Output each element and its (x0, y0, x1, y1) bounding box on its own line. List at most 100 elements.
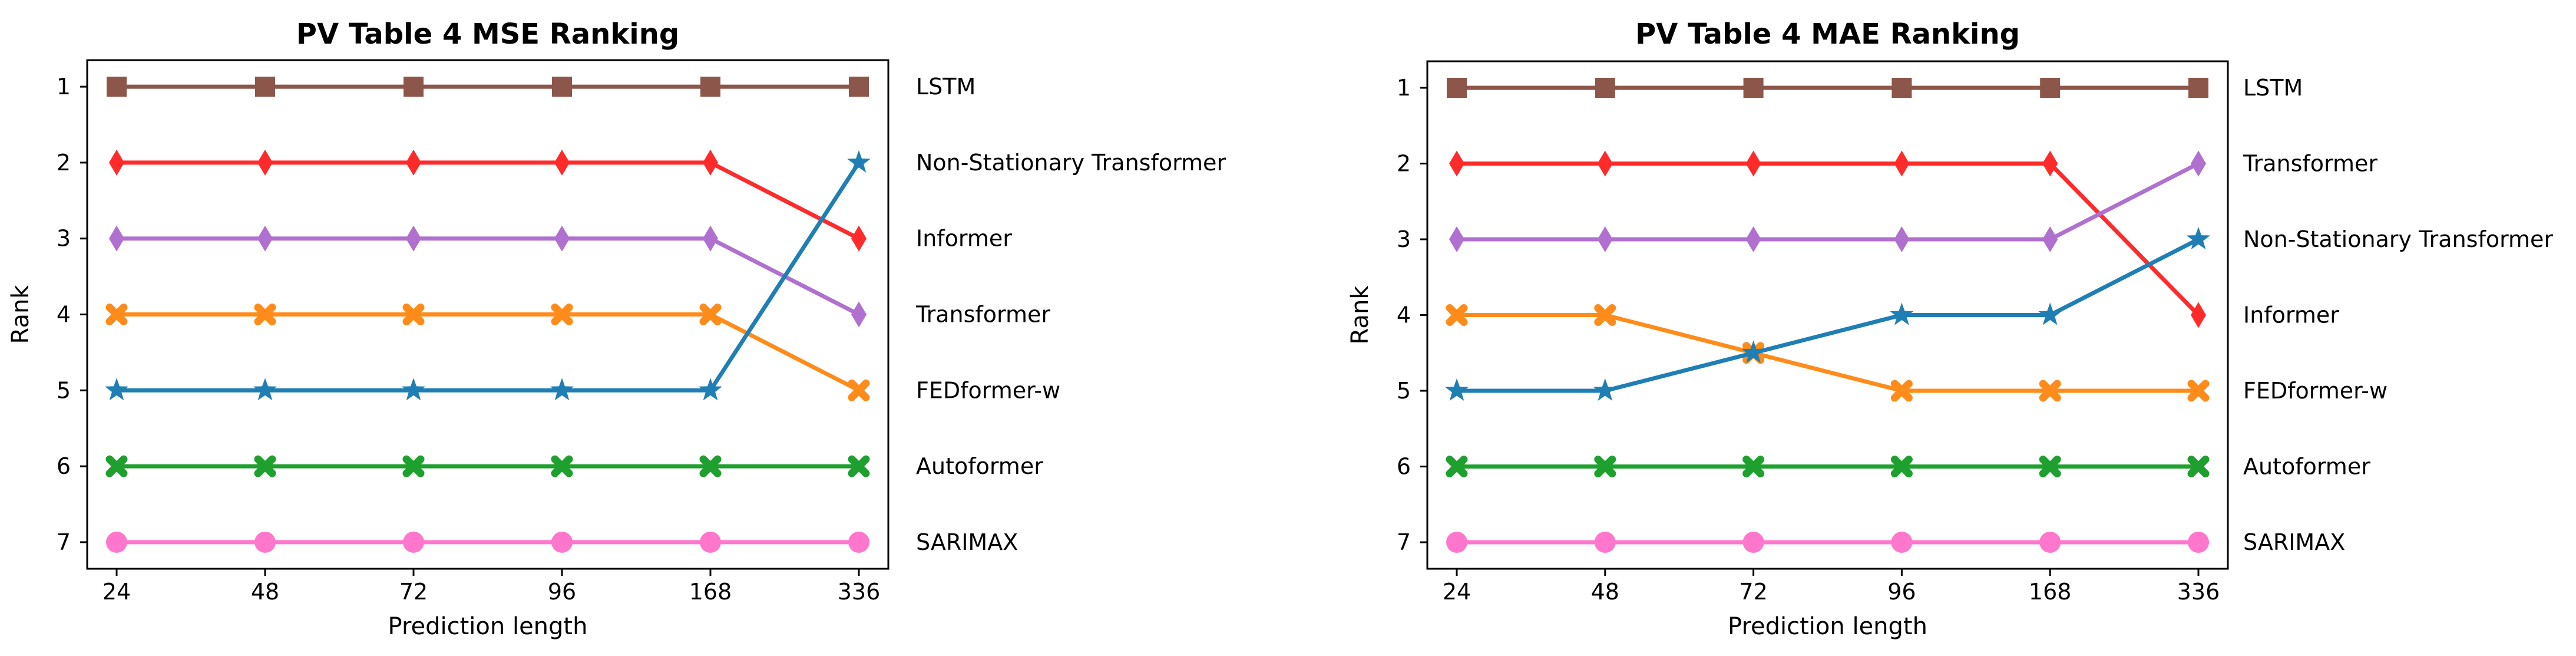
series-7 (1446, 532, 2209, 553)
data-point (404, 77, 424, 97)
data-point (406, 149, 421, 176)
rank-label: Informer (916, 226, 1012, 252)
data-point (105, 304, 128, 325)
data-point (1595, 77, 1615, 98)
data-point (1741, 340, 1765, 363)
chart-panel-1: PV Table 4 MSE Ranking 24 48 72 96 168 336 1 2 3 4… (7, 18, 1226, 640)
y-axis-label: Rank (1347, 285, 1374, 345)
data-point (551, 455, 573, 477)
x-tick-label: 96 (1887, 579, 1916, 605)
data-point (552, 77, 572, 97)
data-point (2039, 380, 2061, 402)
y-tick-label: 1 (57, 74, 71, 100)
data-point (2191, 150, 2206, 177)
data-point (1597, 150, 1613, 177)
chart-title: PV Table 4 MAE Ranking (1635, 18, 2020, 51)
x-tick-label: 336 (838, 579, 881, 605)
data-point (1594, 532, 1616, 553)
y-tick-label: 4 (57, 302, 71, 328)
data-point (2039, 532, 2061, 553)
data-point (700, 77, 720, 97)
data-point (105, 378, 128, 401)
data-point (1593, 378, 1617, 401)
data-point (2187, 227, 2210, 249)
y-axis-label: Rank (7, 285, 34, 344)
x-axis-label: Prediction length (1728, 613, 1927, 640)
series-line (117, 312, 860, 393)
x-tick-label: 24 (1443, 579, 1471, 605)
data-point (406, 225, 421, 252)
data-point (551, 531, 573, 553)
data-point (1894, 226, 1910, 252)
series-4 (1446, 304, 2210, 402)
rank-label: Non-Stationary Transformer (2243, 226, 2553, 252)
data-point (106, 531, 127, 553)
data-point (699, 304, 722, 325)
data-point (1594, 456, 1616, 478)
y-tick-label: 3 (1397, 226, 1411, 252)
y-tick-label: 5 (1397, 378, 1411, 404)
data-point (1745, 226, 1761, 252)
data-point (105, 455, 128, 477)
y-tick-label: 5 (57, 377, 71, 403)
rank-label: Autoformer (2243, 454, 2370, 480)
data-point (1745, 150, 1761, 177)
data-point (1447, 77, 1467, 98)
chart-panel-2: PV Table 4 MAE Ranking 24 48 72 96 168 336 1 2 3 4… (1347, 18, 2553, 640)
data-point (1446, 456, 1468, 478)
data-point (1446, 532, 1467, 553)
data-point (402, 304, 425, 325)
series-line (117, 160, 860, 240)
y-tick-label: 2 (57, 150, 71, 176)
data-point (2188, 532, 2209, 553)
x-tick-label: 96 (548, 579, 576, 605)
series-3 (1449, 150, 2206, 252)
rank-label: Non-Stationary Transformer (916, 150, 1226, 176)
data-point (848, 455, 870, 477)
series-1 (107, 77, 869, 97)
series-3 (109, 225, 867, 328)
data-point (1449, 226, 1464, 252)
data-point (1594, 304, 1616, 326)
series-line (117, 236, 860, 317)
data-point (699, 378, 722, 401)
chart-title: PV Table 4 MSE Ranking (296, 18, 679, 51)
y-tick-label: 3 (57, 226, 71, 252)
data-point (1742, 532, 1764, 553)
series-2 (109, 149, 867, 252)
series-7 (106, 531, 869, 553)
x-tick-label: 48 (251, 579, 279, 605)
series-line (1457, 313, 2198, 393)
data-point (1892, 77, 1912, 98)
data-point (1890, 380, 1913, 402)
data-point (551, 304, 573, 325)
rank-label: Autoformer (916, 453, 1043, 479)
data-point (849, 77, 869, 97)
rank-label: LSTM (2243, 75, 2303, 101)
data-point (2188, 77, 2208, 98)
y-tick-label: 6 (57, 453, 71, 479)
rank-label: LSTM (916, 74, 975, 100)
series-6 (105, 455, 870, 477)
data-point (2191, 302, 2206, 328)
data-point (402, 455, 425, 477)
y-tick-label: 7 (57, 529, 71, 555)
data-point (554, 225, 570, 252)
series-4 (105, 304, 870, 401)
rank-label: SARIMAX (916, 529, 1018, 555)
data-point (848, 531, 869, 553)
data-point (255, 77, 275, 97)
data-point (1449, 150, 1464, 177)
series-5 (1445, 227, 2210, 401)
data-point (848, 379, 870, 401)
series-line (1457, 237, 2200, 393)
rank-label: FEDformer-w (916, 377, 1060, 403)
rank-label: FEDformer-w (2243, 378, 2387, 404)
series-1 (1447, 77, 2208, 98)
series-line (117, 161, 861, 393)
series-line (1457, 161, 2200, 242)
data-point (2038, 302, 2062, 325)
x-axis-label: Prediction length (388, 613, 588, 640)
y-tick-label: 1 (1397, 75, 1411, 101)
data-point (1446, 304, 1468, 326)
